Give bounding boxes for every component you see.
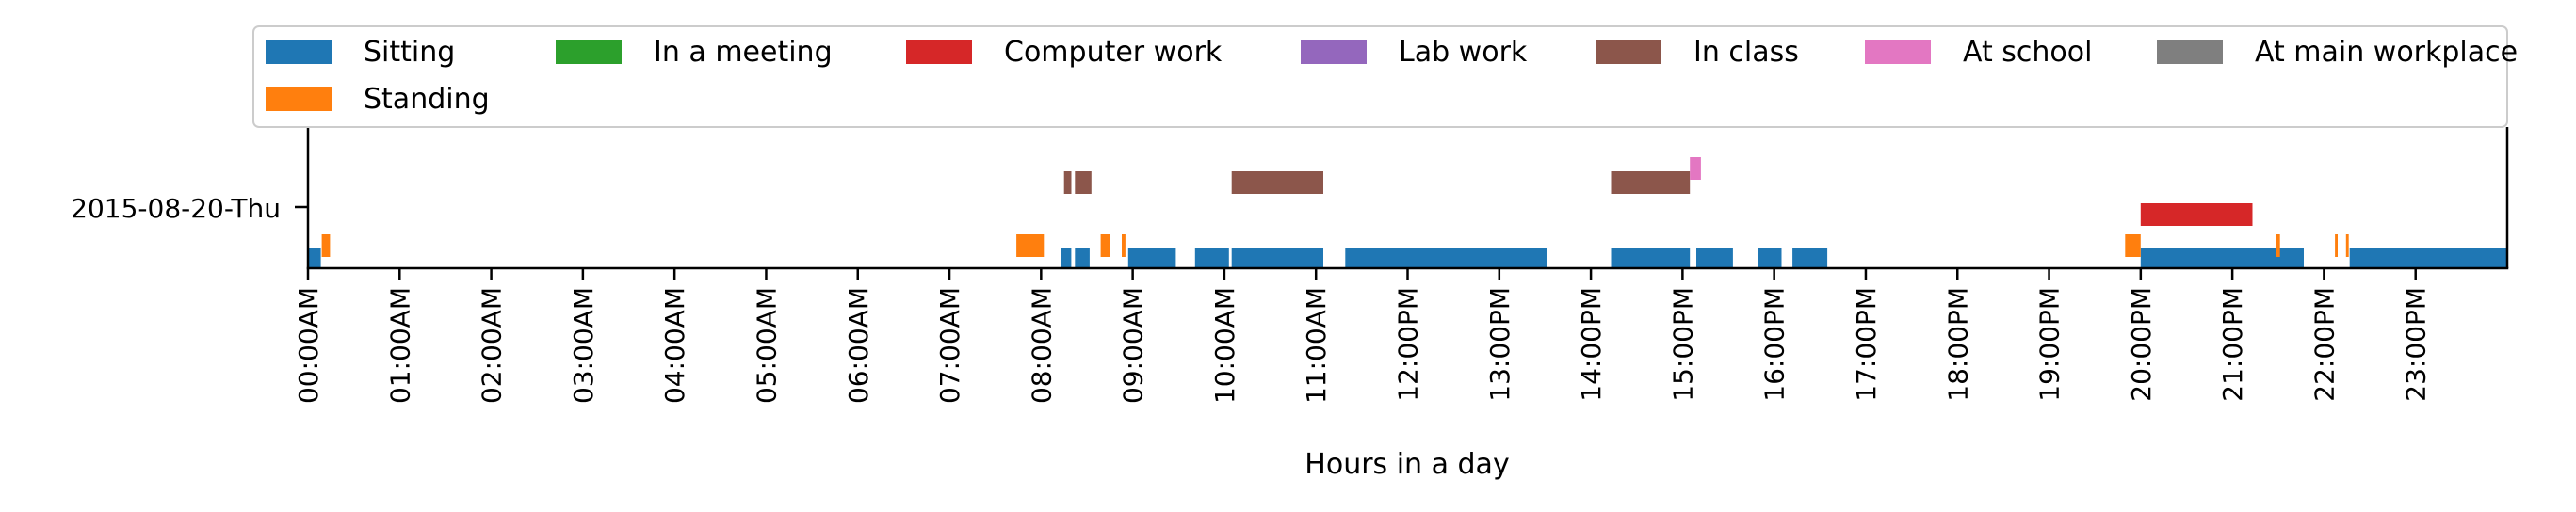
legend-swatch-in-a-meeting [556,40,622,64]
sitting-bar [1231,248,1323,267]
legend-label-at-main-workplace: At main workplace [2255,36,2518,69]
y-tick-label: 2015-08-20-Thu [71,193,281,224]
standing-bar [321,234,331,257]
sitting-bar [1075,248,1090,267]
x-tick-label: 11:00AM [1301,287,1332,404]
x-tick-label: 14:00PM [1576,287,1607,402]
x-tick-label: 13:00PM [1484,287,1515,402]
legend-label-sitting: Sitting [364,36,455,69]
legend: Sitting In a meeting Computer work Lab work… [252,25,2518,128]
axes-layer [306,127,2509,270]
x-tick-label: 01:00AM [384,287,415,404]
standing-bar [2276,234,2280,257]
x-tick-label: 19:00PM [2034,287,2066,402]
x-tick-label: 15:00PM [1667,287,1698,402]
standing-bar [2125,234,2141,257]
legend-swatch-at-school [1865,40,1931,64]
sitting-bar [1758,248,1782,267]
x-tick-label: 04:00AM [659,287,690,404]
x-tick-label: 10:00AM [1209,287,1240,404]
x-tick-label: 06:00AM [843,287,874,404]
legend-label-standing: Standing [364,83,490,116]
in-class-bar [1063,171,1072,194]
legend-swatch-lab-work [1301,40,1367,64]
sitting-bar [1194,248,1229,267]
x-tick-label: 21:00PM [2217,287,2248,402]
x-tick-label: 18:00PM [1942,287,1973,402]
x-tick-label: 22:00PM [2309,287,2340,402]
legend-label-computer-work: Computer work [1004,36,1223,69]
sitting-bar [1611,248,1691,267]
legend-label-in-a-meeting: In a meeting [654,36,833,69]
x-tick-label: 02:00AM [477,287,508,404]
legend-swatch-standing [266,87,332,111]
in-class-bar [1075,171,1092,194]
x-tick-label: 16:00PM [1759,287,1790,402]
legend-swatch-sitting [266,40,332,64]
in-class-bar [1231,171,1323,194]
x-tick-label: 23:00PM [2401,287,2432,402]
ticks-layer: 00:00AM 01:00AM 02:00AM 03:00AM 04:00AM 05:00… [293,268,2432,404]
standing-bar [2345,234,2349,257]
legend-label-at-school: At school [1963,36,2092,69]
ytick-layer: 2015-08-20-Thu [71,193,308,224]
standing-bar [1100,234,1110,257]
x-tick-label: 07:00AM [934,287,965,404]
sitting-bar [1792,248,1828,267]
sitting-bar [2140,248,2304,267]
x-tick-label: 20:00PM [2126,287,2157,402]
standing-bar [2335,234,2338,257]
x-tick-label: 08:00AM [1026,287,1057,404]
legend-label-in-class: In class [1693,36,1799,69]
x-tick-label: 09:00AM [1118,287,1149,404]
sitting-bar [1345,248,1547,267]
x-tick-label: 00:00AM [293,287,324,404]
x-tick-label: 12:00PM [1393,287,1424,402]
legend-swatch-at-main-workplace [2157,40,2223,64]
legend-frame [252,25,2508,128]
sitting-bar [1061,248,1072,267]
at-school-bar [1690,157,1701,180]
standing-bar [1016,234,1045,257]
standing-bar [1122,234,1126,257]
computer-work-bar [2140,203,2253,226]
sitting-bar [1696,248,1733,267]
bars-layer [308,157,2507,267]
x-tick-label: 03:00AM [568,287,599,404]
legend-swatch-in-class [1596,40,1661,64]
x-tick-label: 05:00AM [751,287,782,404]
x-tick-label: 17:00PM [1851,287,1882,402]
legend-label-lab-work: Lab work [1399,36,1528,69]
in-class-bar [1611,171,1691,194]
sitting-bar [2349,248,2507,267]
x-axis-label: Hours in a day [1304,448,1509,481]
sitting-bar [1127,248,1176,267]
legend-swatch-computer-work [906,40,972,64]
sitting-bar [308,248,321,267]
